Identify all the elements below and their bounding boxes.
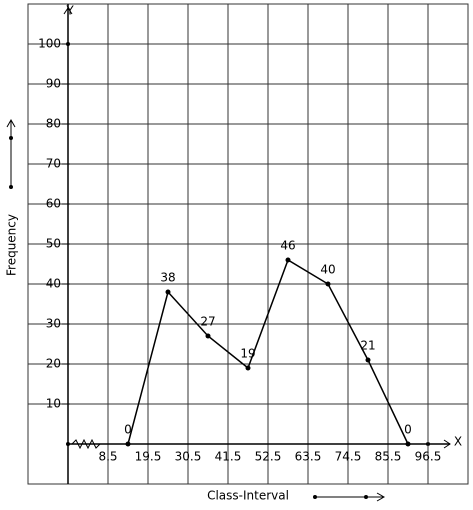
- x-tick-label: 8.5: [98, 450, 117, 464]
- x-label-arrow-head: [376, 492, 386, 502]
- y-tick-label: 70: [46, 157, 61, 171]
- data-point: [365, 357, 371, 363]
- arrow-dot: [9, 185, 13, 189]
- data-label: 0: [124, 423, 132, 437]
- y-tick-label: 50: [46, 237, 61, 251]
- x-tick-label: 41.5: [215, 450, 242, 464]
- x-tick-label: 19.5: [135, 450, 162, 464]
- x-axis-name: X: [454, 435, 462, 449]
- y-axis-arrow: [63, 7, 73, 15]
- data-label: 40: [320, 263, 335, 277]
- x-tick-label: 30.5: [175, 450, 202, 464]
- data-point: [325, 281, 331, 287]
- data-point: [405, 441, 411, 447]
- y-axis-name: Y: [65, 4, 74, 18]
- data-point: [285, 257, 291, 263]
- data-label: 38: [160, 271, 175, 285]
- arrow-dot: [313, 495, 317, 499]
- y-tick-label: 60: [46, 197, 61, 211]
- y-label-arrow-head: [6, 118, 16, 128]
- data-label: 19: [240, 347, 255, 361]
- x-axis-label: Class-Interval: [207, 489, 289, 503]
- x-tick-label: 85.5: [375, 450, 402, 464]
- arrow-dot: [9, 136, 13, 140]
- data-label: 46: [280, 239, 295, 253]
- data-label: 21: [360, 339, 375, 353]
- y-tick-label: 100: [38, 37, 61, 51]
- y-tick-label: 10: [46, 397, 61, 411]
- data-point: [205, 333, 211, 339]
- data-point: [125, 441, 131, 447]
- arrow-dot: [364, 495, 368, 499]
- y-tick-label: 30: [46, 317, 61, 331]
- data-label: 27: [200, 315, 215, 329]
- y-axis-label: Frequency: [5, 214, 19, 276]
- data-point: [245, 365, 251, 371]
- x-tick-label: 74.5: [335, 450, 362, 464]
- x-axis-arrow: [443, 439, 451, 449]
- x-tick-label: 52.5: [255, 450, 282, 464]
- x-tick-label: 96.5: [415, 450, 442, 464]
- y-tick-label: 90: [46, 77, 61, 91]
- y-tick-label: 20: [46, 357, 61, 371]
- y-tick-label: 40: [46, 277, 61, 291]
- data-point: [165, 289, 171, 295]
- y-tick-label: 80: [46, 117, 61, 131]
- data-label: 0: [404, 423, 412, 437]
- frequency-polygon: [127, 258, 409, 445]
- x-tick-label: 63.5: [295, 450, 322, 464]
